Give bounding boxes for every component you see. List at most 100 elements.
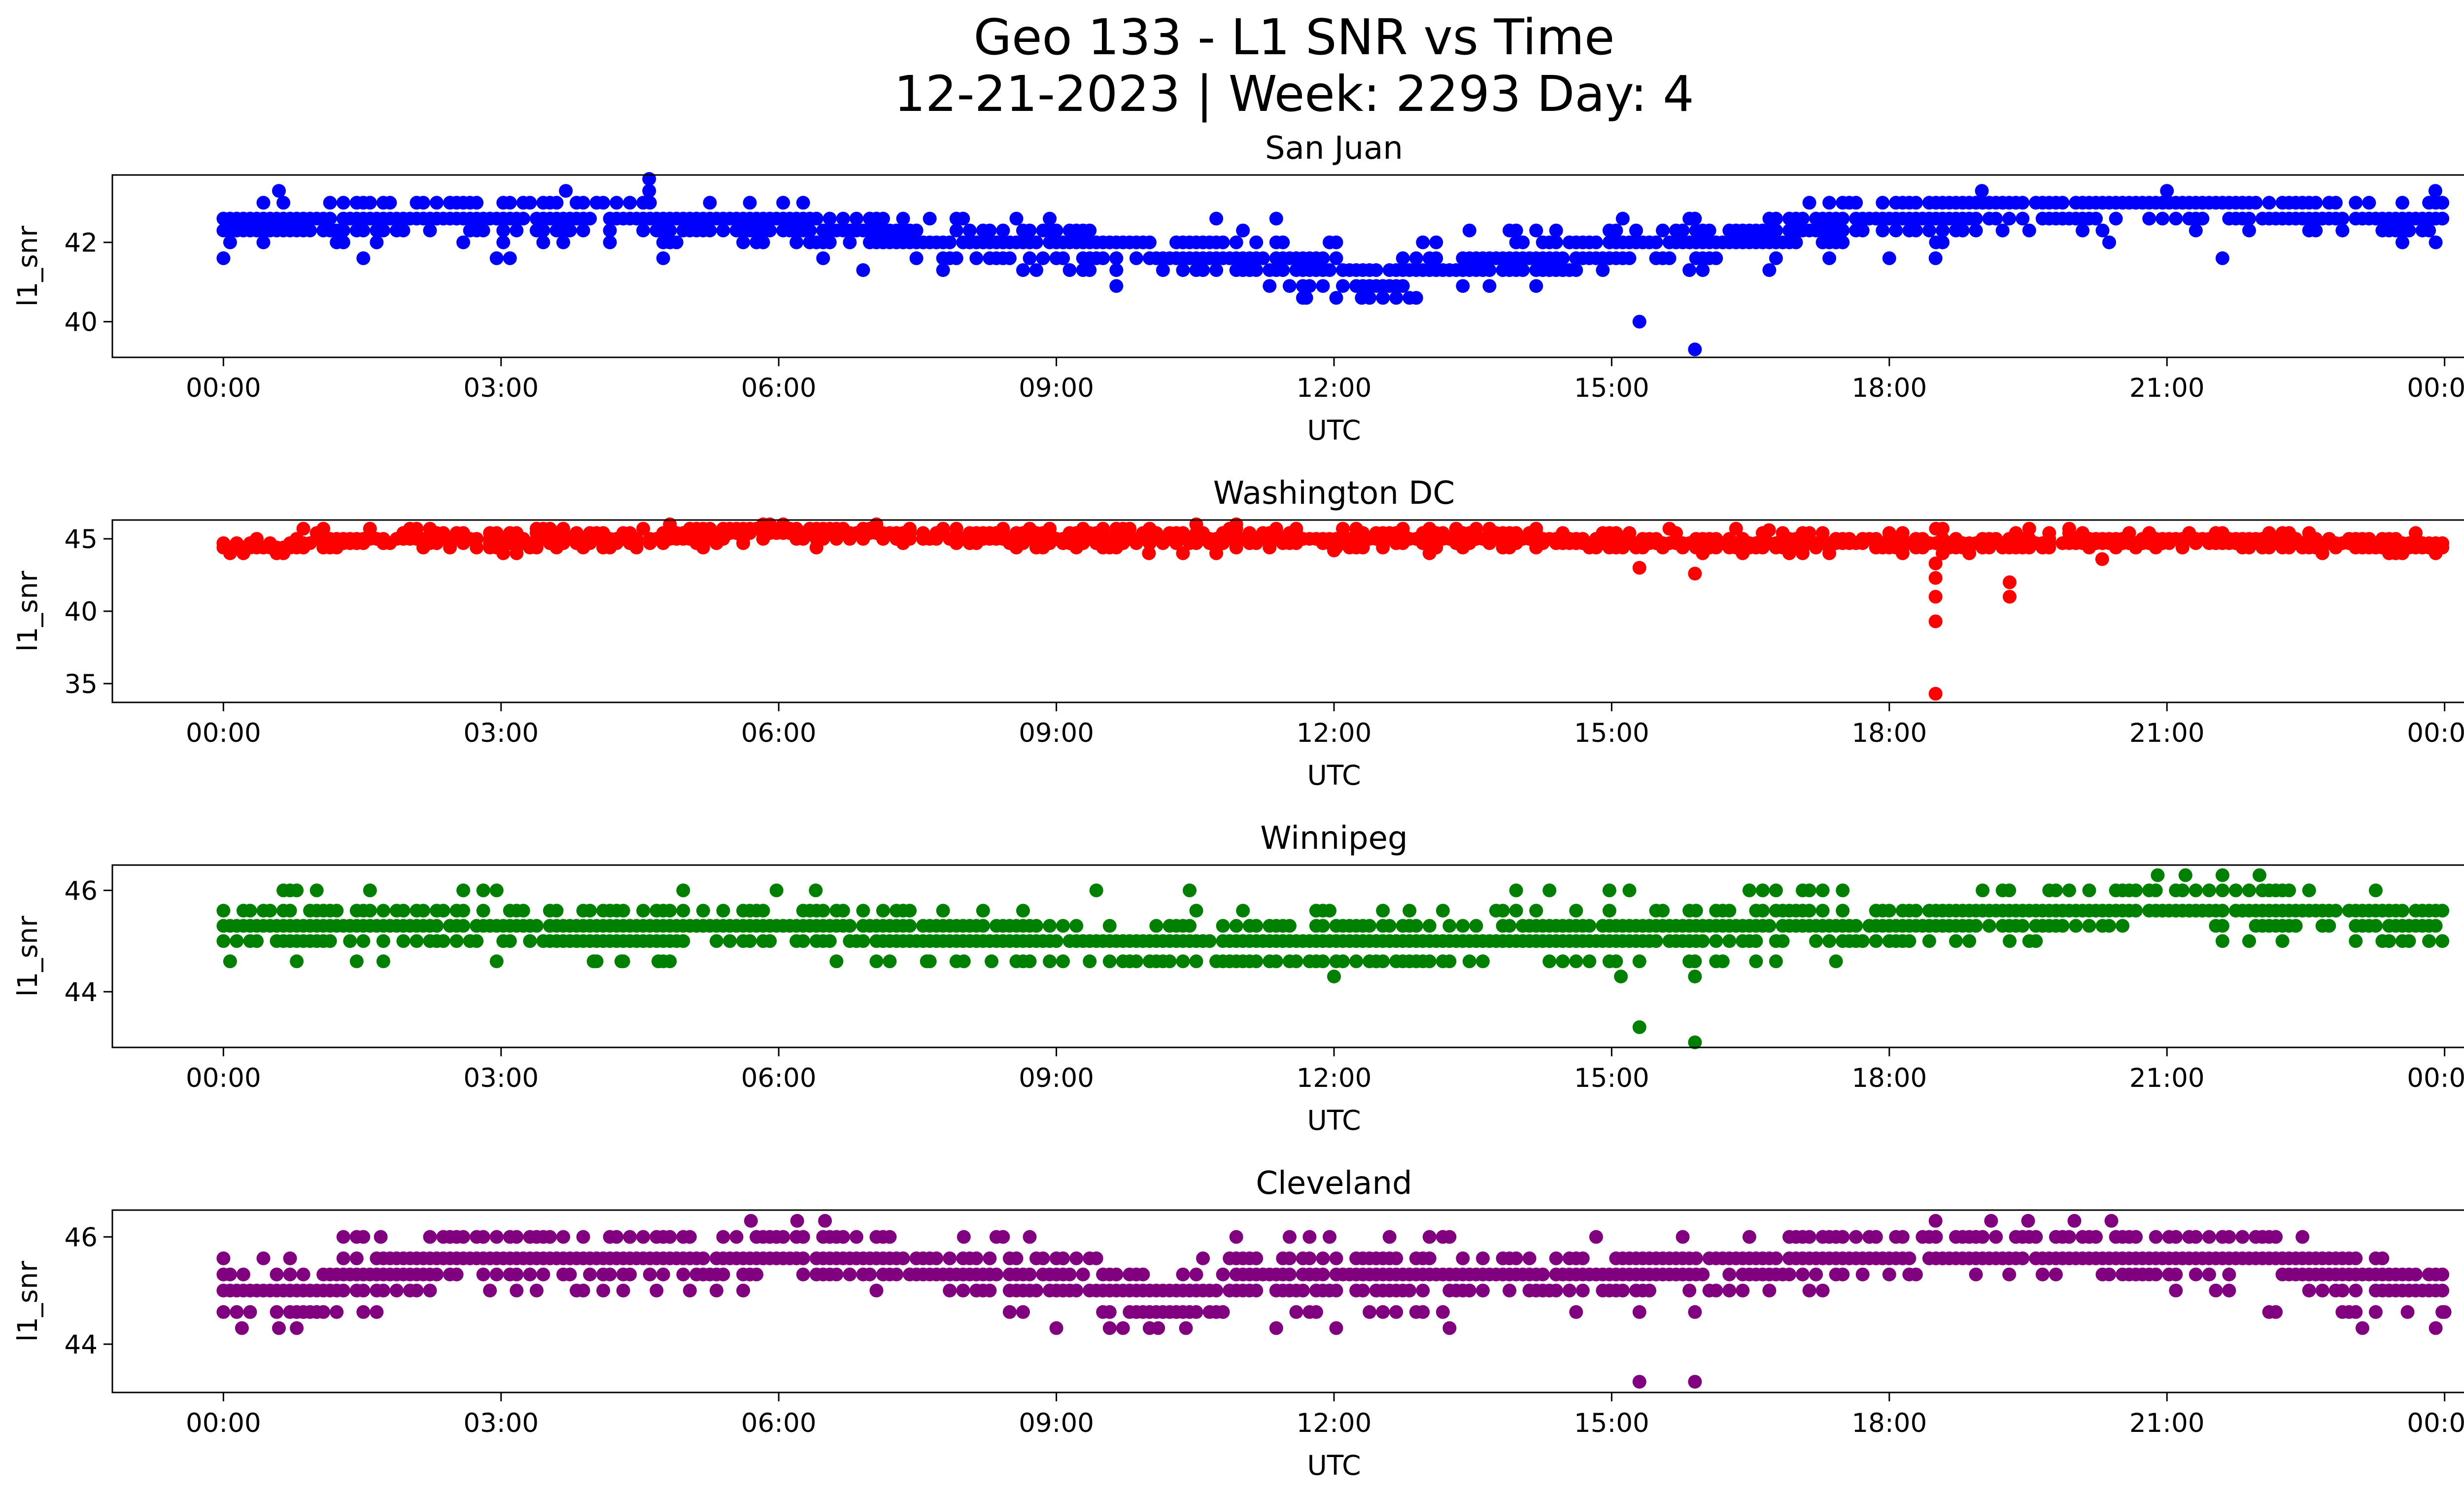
- data-point: [1189, 1267, 1203, 1282]
- data-point: [2076, 223, 2089, 238]
- data-point: [1043, 211, 1057, 226]
- data-point: [1569, 904, 1583, 918]
- data-point: [2328, 904, 2343, 918]
- data-point: [1928, 590, 1943, 604]
- data-point: [1109, 263, 1124, 277]
- data-point: [736, 235, 751, 249]
- data-point: [236, 1267, 250, 1282]
- data-point: [2362, 196, 2376, 210]
- data-point: [476, 1230, 490, 1244]
- data-point: [309, 883, 324, 898]
- data-point: [769, 883, 784, 898]
- data-point: [1975, 184, 1989, 198]
- data-point: [716, 1267, 730, 1282]
- data-point: [1442, 1321, 1457, 1335]
- data-point: [410, 934, 424, 948]
- data-point: [1263, 279, 1277, 293]
- data-point: [470, 532, 484, 546]
- data-point: [476, 883, 490, 898]
- data-point: [976, 919, 990, 933]
- data-point: [603, 1267, 617, 1282]
- data-point: [1662, 251, 1677, 265]
- data-point: [1762, 523, 1776, 537]
- data-point: [1329, 1284, 1343, 1298]
- data-point: [616, 1284, 630, 1298]
- data-point: [1876, 196, 1890, 210]
- data-point: [663, 1230, 677, 1244]
- data-point: [1069, 919, 1084, 933]
- x-tick-label: 21:00: [2129, 718, 2205, 748]
- data-point: [1109, 251, 1124, 265]
- data-point: [1216, 1305, 1230, 1319]
- data-point: [1516, 235, 1530, 249]
- data-point: [763, 223, 777, 238]
- data-point: [2309, 223, 2323, 238]
- data-point: [2095, 552, 2109, 566]
- data-point: [756, 904, 770, 918]
- data-point: [1676, 1230, 1690, 1244]
- data-point: [1316, 919, 1330, 933]
- data-point: [536, 1267, 550, 1282]
- data-point: [449, 934, 464, 948]
- x-tick-label: 21:00: [2129, 1408, 2205, 1438]
- data-point: [1023, 223, 1037, 238]
- data-point: [1682, 1284, 1697, 1298]
- data-point: [629, 532, 644, 546]
- data-point: [796, 934, 810, 948]
- x-tick-label: 12:00: [1297, 718, 1372, 748]
- data-point: [703, 223, 717, 238]
- data-point: [1649, 235, 1663, 249]
- data-point: [1802, 883, 1816, 898]
- data-point: [336, 1230, 350, 1244]
- data-point: [818, 1214, 832, 1228]
- data-point: [1056, 251, 1070, 265]
- data-point: [223, 954, 237, 969]
- data-point: [2202, 883, 2216, 898]
- data-point: [1096, 522, 1110, 536]
- data-point: [436, 934, 450, 948]
- data-point: [583, 211, 597, 226]
- data-point: [243, 1305, 257, 1319]
- data-point: [1984, 1214, 1998, 1228]
- data-point: [1323, 1230, 1336, 1244]
- data-point: [1882, 251, 1896, 265]
- data-point: [276, 196, 291, 210]
- data-point: [1602, 904, 1616, 918]
- data-point: [376, 954, 390, 969]
- data-point: [943, 1284, 957, 1298]
- data-point: [663, 223, 677, 238]
- data-point: [1542, 883, 1557, 898]
- data-point: [1962, 934, 1977, 948]
- data-point: [750, 1267, 764, 1282]
- x-tick-label: 00:00: [186, 1408, 261, 1438]
- data-point: [1049, 223, 1063, 238]
- data-point: [2169, 1267, 2183, 1282]
- data-point: [1376, 954, 1390, 969]
- data-point: [1622, 526, 1637, 540]
- data-point: [956, 211, 970, 226]
- data-point: [2149, 1267, 2163, 1282]
- data-point: [216, 1251, 231, 1265]
- data-point: [1895, 546, 1910, 560]
- data-point: [1043, 522, 1057, 536]
- data-point: [1083, 263, 1097, 277]
- data-point: [1836, 235, 1850, 249]
- data-point: [374, 1230, 388, 1244]
- data-point: [1276, 263, 1290, 277]
- data-point: [1749, 954, 1763, 969]
- data-point: [1688, 1375, 1702, 1389]
- data-point: [323, 211, 337, 226]
- data-point: [430, 196, 444, 210]
- data-point: [330, 904, 344, 918]
- data-point: [1363, 1305, 1377, 1319]
- data-point: [1323, 904, 1336, 918]
- data-point: [2235, 1230, 2250, 1244]
- data-point: [1476, 1251, 1490, 1265]
- data-point: [1855, 934, 1870, 948]
- x-tick-label: 03:00: [463, 1408, 539, 1438]
- data-point: [1709, 251, 1723, 265]
- data-point: [1529, 279, 1543, 293]
- data-point: [1376, 291, 1390, 305]
- data-point: [2309, 196, 2323, 210]
